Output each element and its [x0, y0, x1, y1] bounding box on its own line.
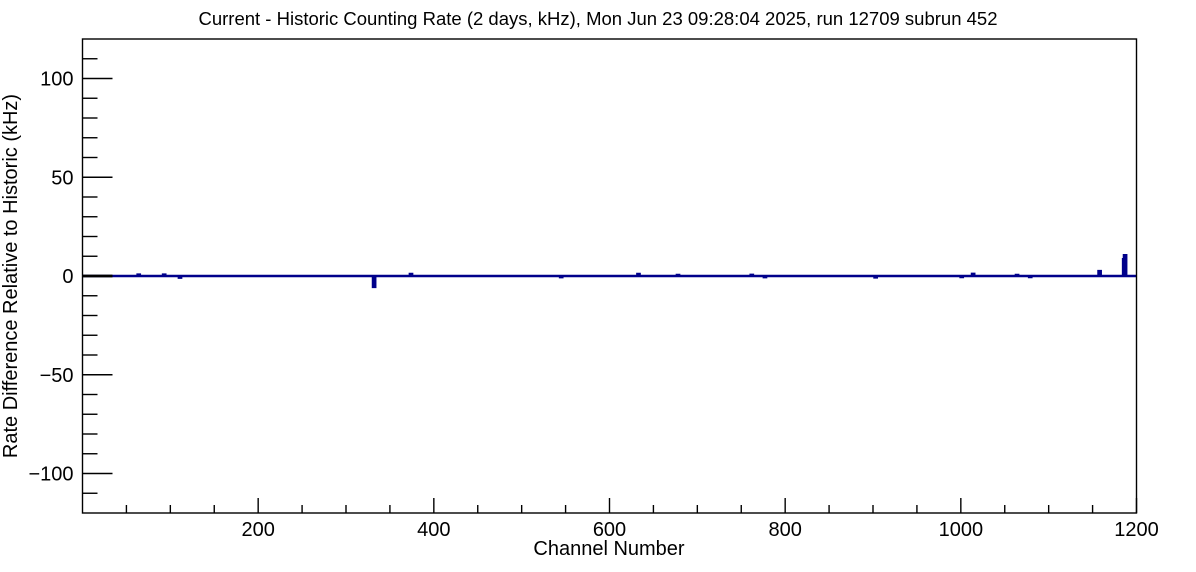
- x-axis-tick-labels: 200 400 600 800 1000 1200: [241, 519, 1158, 541]
- x-tick-label: 1200: [1114, 519, 1159, 541]
- y-axis-tick-labels: −100 −50 0 50 100: [28, 69, 73, 486]
- histogram-line: [82, 254, 1137, 289]
- y-axis-title: Rate Difference Relative to Historic (kH…: [0, 94, 22, 458]
- y-tick-label: −50: [40, 365, 74, 387]
- y-axis: [82, 58, 113, 494]
- x-tick-label: 600: [593, 519, 626, 541]
- x-tick-label: 200: [241, 519, 274, 541]
- y-tick-label: 50: [51, 167, 73, 189]
- histogram-series: [82, 254, 1137, 289]
- chart-title: Current - Historic Counting Rate (2 days…: [198, 8, 997, 29]
- y-tick-label: 0: [62, 266, 73, 288]
- x-tick-label: 800: [768, 519, 801, 541]
- x-tick-label: 400: [417, 519, 450, 541]
- x-axis-title: Channel Number: [533, 538, 685, 560]
- y-tick-label: 100: [40, 69, 73, 91]
- y-tick-label: −100: [28, 464, 73, 486]
- x-axis: [125, 498, 1138, 513]
- x-tick-label: 1000: [939, 519, 984, 541]
